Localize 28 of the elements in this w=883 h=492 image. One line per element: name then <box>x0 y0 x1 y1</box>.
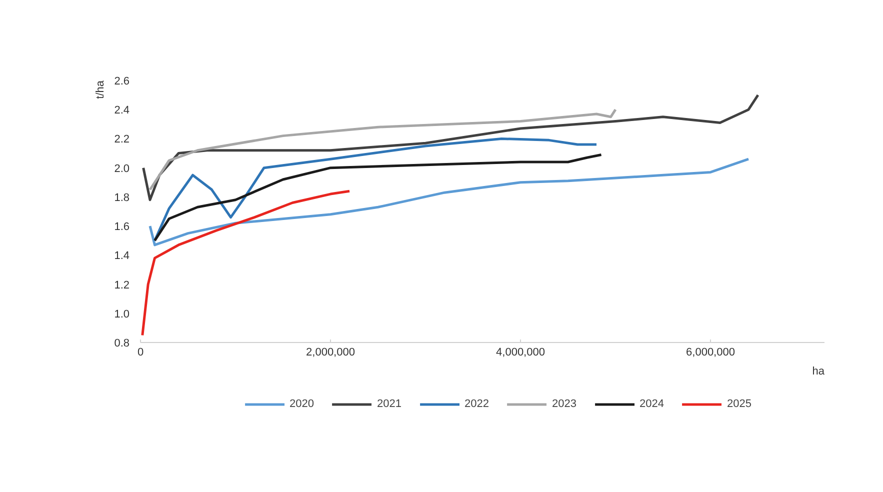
y-tick-label: 2.2 <box>114 134 130 146</box>
x-axis-title: ha <box>812 366 826 378</box>
x-tick-label: 6,000,000 <box>686 346 735 358</box>
legend-label: 2025 <box>726 398 752 410</box>
x-tick-label: 0 <box>137 346 144 358</box>
y-axis-title: t/ha <box>94 80 106 99</box>
y-tick-label: 1.0 <box>114 308 130 320</box>
y-tick-label: 2.4 <box>114 104 130 117</box>
line-series <box>148 108 617 191</box>
legend-label: 2023 <box>552 398 576 410</box>
line-series <box>148 158 750 246</box>
legend-label: 2020 <box>290 398 314 410</box>
y-tick-label: 1.8 <box>114 192 130 204</box>
y-tick-label: 2.6 <box>114 76 130 88</box>
y-tick-label: 1.4 <box>114 250 130 262</box>
y-tick-label: 1.2 <box>114 279 130 292</box>
legend-label: 2024 <box>639 398 664 410</box>
legend-label: 2021 <box>377 398 402 410</box>
y-tick-label: 0.8 <box>114 338 130 350</box>
x-tick-label: 2,000,000 <box>306 346 355 358</box>
line-series <box>141 190 351 336</box>
y-tick-label: 2.0 <box>114 162 130 175</box>
y-tick-label: 1.6 <box>114 221 130 234</box>
line-series <box>154 153 602 242</box>
legend-label: 2022 <box>464 398 489 410</box>
x-tick-label: 4,000,000 <box>496 346 545 358</box>
line-series <box>154 137 598 242</box>
line-series <box>142 94 760 202</box>
